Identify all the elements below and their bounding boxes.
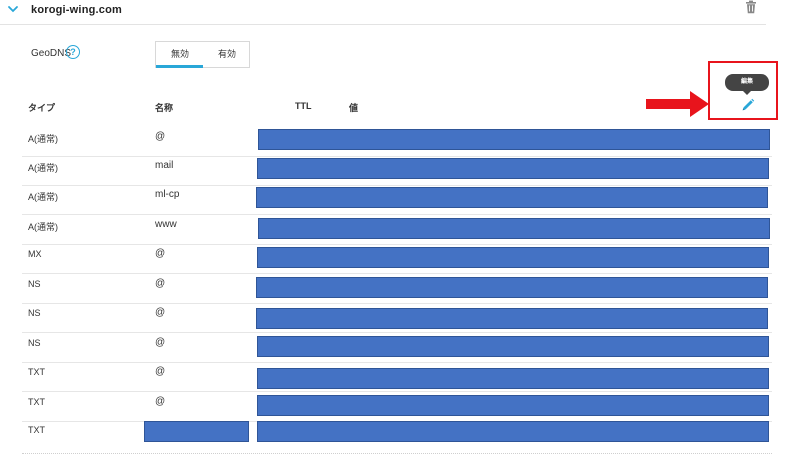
table-bottom-dotted-line (22, 453, 772, 455)
record-name: ml-cp (155, 189, 180, 200)
record-name: @ (155, 337, 166, 348)
record-type: A(通常) (28, 192, 58, 202)
chevron-down-icon[interactable] (7, 3, 19, 15)
geodns-option-disabled[interactable]: 無効 (170, 49, 189, 59)
geodns-toggle: 無効 有効 (155, 41, 250, 68)
record-type: TXT (28, 367, 45, 377)
geodns-option-enabled[interactable]: 有効 (217, 49, 236, 59)
redacted-value-box (257, 368, 769, 389)
redacted-value-box (256, 277, 768, 298)
edit-tooltip: 編集 (725, 74, 769, 91)
row-divider (22, 303, 772, 304)
record-name: @ (155, 278, 166, 289)
record-type: TXT (28, 425, 45, 435)
row-divider (22, 391, 772, 392)
column-header-name: 名称 (155, 103, 174, 113)
redacted-value-box (257, 158, 769, 179)
tooltip-tail (743, 91, 751, 95)
column-header-value: 値 (349, 103, 359, 113)
record-type: MX (28, 249, 42, 259)
redacted-name-box (144, 421, 249, 442)
redacted-value-box (257, 395, 769, 416)
column-header-ttl: TTL (295, 101, 312, 111)
annotation-arrow-icon (646, 91, 709, 117)
record-type: NS (28, 338, 41, 348)
record-name: @ (155, 131, 166, 142)
row-divider (22, 214, 772, 215)
redacted-value-box (258, 129, 770, 150)
row-divider (22, 362, 772, 363)
redacted-value-box (258, 218, 770, 239)
pencil-icon[interactable] (740, 97, 756, 113)
header-divider (0, 24, 766, 25)
record-name: @ (155, 366, 166, 377)
redacted-value-box (256, 308, 768, 329)
column-header-type: タイプ (28, 103, 56, 113)
record-type: A(通常) (28, 222, 58, 232)
row-divider (22, 244, 772, 245)
record-name: @ (155, 248, 166, 259)
domain-title: korogi-wing.com (31, 4, 122, 16)
toggle-selected-indicator (156, 65, 203, 68)
record-type: TXT (28, 397, 45, 407)
redacted-value-box (257, 421, 769, 442)
question-circle-icon[interactable]: ? (66, 45, 80, 59)
row-divider (22, 273, 772, 274)
redacted-value-box (256, 187, 768, 208)
row-divider (22, 156, 772, 157)
record-type: A(通常) (28, 163, 58, 173)
trash-icon[interactable] (744, 0, 758, 14)
record-name: @ (155, 307, 166, 318)
redacted-value-box (257, 336, 769, 357)
record-type: A(通常) (28, 134, 58, 144)
geodns-label: GeoDNS (31, 48, 72, 59)
record-name: www (155, 219, 177, 230)
record-type: NS (28, 279, 41, 289)
redacted-value-box (257, 247, 769, 268)
row-divider (22, 332, 772, 333)
record-name: mail (155, 160, 174, 171)
record-type: NS (28, 308, 41, 318)
record-name: @ (155, 396, 166, 407)
row-divider (22, 185, 772, 186)
annotation-highlight-box (708, 61, 778, 120)
